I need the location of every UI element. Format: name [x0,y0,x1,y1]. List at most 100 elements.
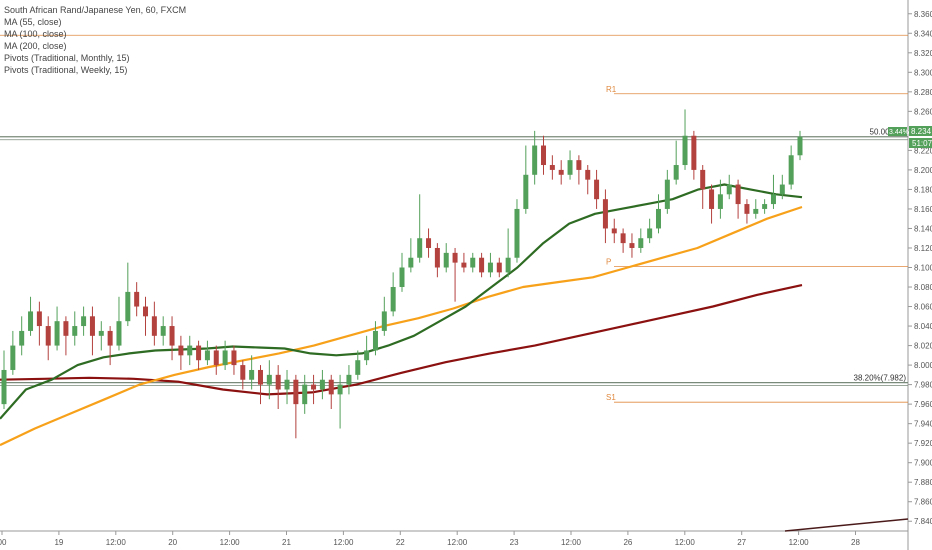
candle-body [452,252,458,263]
x-tick-label: 12:00 [447,538,468,547]
candle-body [381,311,387,331]
candle-body [443,252,449,268]
candle-body [567,160,573,175]
y-tick-label: 8.020 [914,342,932,351]
percent-tag: 3.44% [889,129,909,136]
legend-item[interactable]: MA (55, close) [4,17,62,27]
candle-body [647,228,653,239]
candle-body [417,238,423,258]
x-tick-label: 28 [851,538,860,547]
candle-body [319,379,325,390]
candle-body [337,384,343,395]
y-tick-label: 8.060 [914,303,932,312]
candle-body [160,326,166,336]
candle-body [284,379,290,390]
y-tick-label: 8.080 [914,283,932,292]
candle-body [328,379,334,395]
x-tick-label: 12:00 [220,538,241,547]
candle-body [753,208,759,214]
candle-body [770,194,776,205]
candle-body [169,326,175,346]
level-label-r1: R1 [606,85,617,94]
x-tick-label: 12:00 [106,538,127,547]
ma55-line [0,183,803,420]
candle-body [231,350,237,366]
candle-body [496,262,502,273]
candle-body [602,199,608,229]
x-tick-label: 23 [510,538,519,547]
ma100-line [0,205,803,447]
candle-body [426,238,432,248]
candle-body [487,262,493,273]
y-tick-label: 7.960 [914,400,932,409]
y-tick-label: 7.920 [914,439,932,448]
candle-body [266,374,272,385]
candle-body [594,179,600,200]
candle-body [558,169,564,175]
y-tick-label: 8.200 [914,166,932,175]
candle-body [523,174,529,209]
y-tick-label: 8.360 [914,10,932,19]
y-tick-label: 8.140 [914,224,932,233]
level-label-s1: S1 [606,393,616,402]
x-tick-label: 12:00 [333,538,354,547]
candle-body [54,321,60,346]
candle-body [788,155,794,185]
candle-body [762,204,768,209]
candle-body [240,365,246,380]
candle-body [735,184,741,205]
legend-item[interactable]: MA (200, close) [4,41,67,51]
candle-body [19,330,25,346]
candle-body [151,316,157,336]
legend-item[interactable]: MA (100, close) [4,29,67,39]
candle-body [257,369,263,385]
level-label-pivot: P [606,258,611,267]
candle-body [399,267,405,288]
x-tick-label: 26 [623,538,632,547]
candle-body [45,326,51,346]
candle-body [779,184,785,195]
countdown-tag: 51:07 [912,139,932,148]
candle-body [116,321,122,346]
x-tick-label: 20 [168,538,177,547]
candle-body [187,345,193,356]
candle-body [134,291,140,307]
y-tick-label: 8.220 [914,146,932,155]
candle-body [222,350,228,366]
candle-body [364,350,370,361]
candle-body [196,345,202,361]
ma200-line [0,284,803,396]
candle-body [532,145,538,175]
y-tick-label: 8.340 [914,29,932,38]
grid-and-axes [0,0,909,550]
legend-item[interactable]: Pivots (Traditional, Monthly, 15) [4,53,130,63]
candle-body [213,350,219,366]
x-tick-label: 12:00 [561,538,582,547]
price-tag: 8.234 [911,127,932,136]
candle-body [700,169,706,190]
candle-body [63,321,69,336]
candle-body [797,136,803,156]
chart-legend: South African Rand/Japanese Yen, 60, FXC… [4,4,186,76]
current-price-tag: 3.44% 8.234 51:07 [888,126,932,148]
y-tick-label: 7.880 [914,478,932,487]
legend-title: South African Rand/Japanese Yen, 60, FXC… [4,5,187,15]
level-label-fib-50: 50.00%(8. [870,128,906,137]
candle-body [390,287,396,312]
y-tick-label: 8.300 [914,68,932,77]
y-tick-label: 8.100 [914,264,932,273]
candle-body [576,160,582,170]
candle-body [726,184,732,195]
candle-body [275,374,281,390]
y-tick-label: 8.120 [914,244,932,253]
candle-body [89,316,95,336]
legend-item[interactable]: Pivots (Traditional, Weekly, 15) [4,65,128,75]
candle-body [541,145,547,166]
y-tick-label: 7.900 [914,459,932,468]
candle-body [72,326,78,336]
x-tick-label: 00 [0,538,7,547]
candle-body [107,330,113,346]
candle-body [691,135,697,170]
candle-body [98,330,104,336]
